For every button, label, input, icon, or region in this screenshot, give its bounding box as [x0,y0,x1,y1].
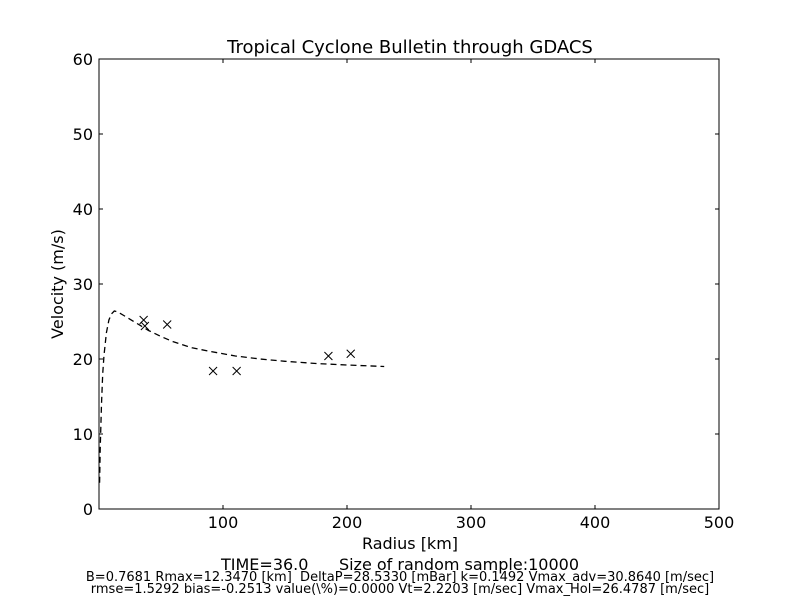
y-tick-label: 60 [73,50,93,69]
data-point-marker [208,366,218,376]
model-profile-line [98,310,385,483]
y-tick-label: 40 [73,200,93,219]
chart-title: Tropical Cyclone Bulletin through GDACS [226,37,593,58]
x-tick-label: 500 [704,513,735,532]
y-tick-label: 20 [73,350,93,369]
parameters-caption: B=0.7681 Rmax=12.3470 [km] DeltaP=28.533… [85,570,715,585]
y-tick-label: 30 [73,275,93,294]
plot-area: 100 200 300 400 500 0 10 20 30 40 50 60 [73,50,735,532]
x-axis-label: Radius [km] [362,534,458,553]
data-point-marker [139,315,148,325]
y-axis-label: Velocity (m/s) [48,229,67,339]
y-tick-label: 10 [73,425,93,444]
y-tick-label: 0 [83,500,93,519]
x-tick-label: 100 [208,513,239,532]
data-point-marker [232,366,241,376]
x-tick-label: 200 [332,513,363,532]
x-tick-label: 300 [456,513,487,532]
data-point-marker [346,349,356,359]
y-tick-label: 50 [73,125,93,144]
axes-frame [98,58,720,510]
statistics-caption: rmse=1.5292 bias=-0.2513 value(\%)=0.000… [90,582,710,597]
x-tick-label: 400 [580,513,611,532]
time-sample-caption: TIME=36.0 Size of random sample:10000 [221,555,579,574]
data-point-marker [140,321,150,331]
data-point-marker [162,320,172,329]
data-point-marker [324,351,333,361]
